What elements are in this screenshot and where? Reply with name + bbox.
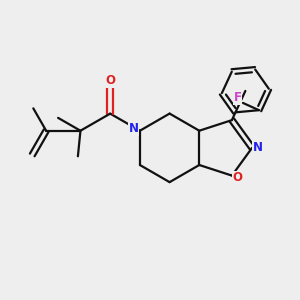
- Text: O: O: [232, 171, 242, 184]
- Text: F: F: [234, 91, 242, 104]
- Text: N: N: [128, 122, 139, 135]
- Text: N: N: [252, 141, 262, 154]
- Text: O: O: [105, 74, 115, 87]
